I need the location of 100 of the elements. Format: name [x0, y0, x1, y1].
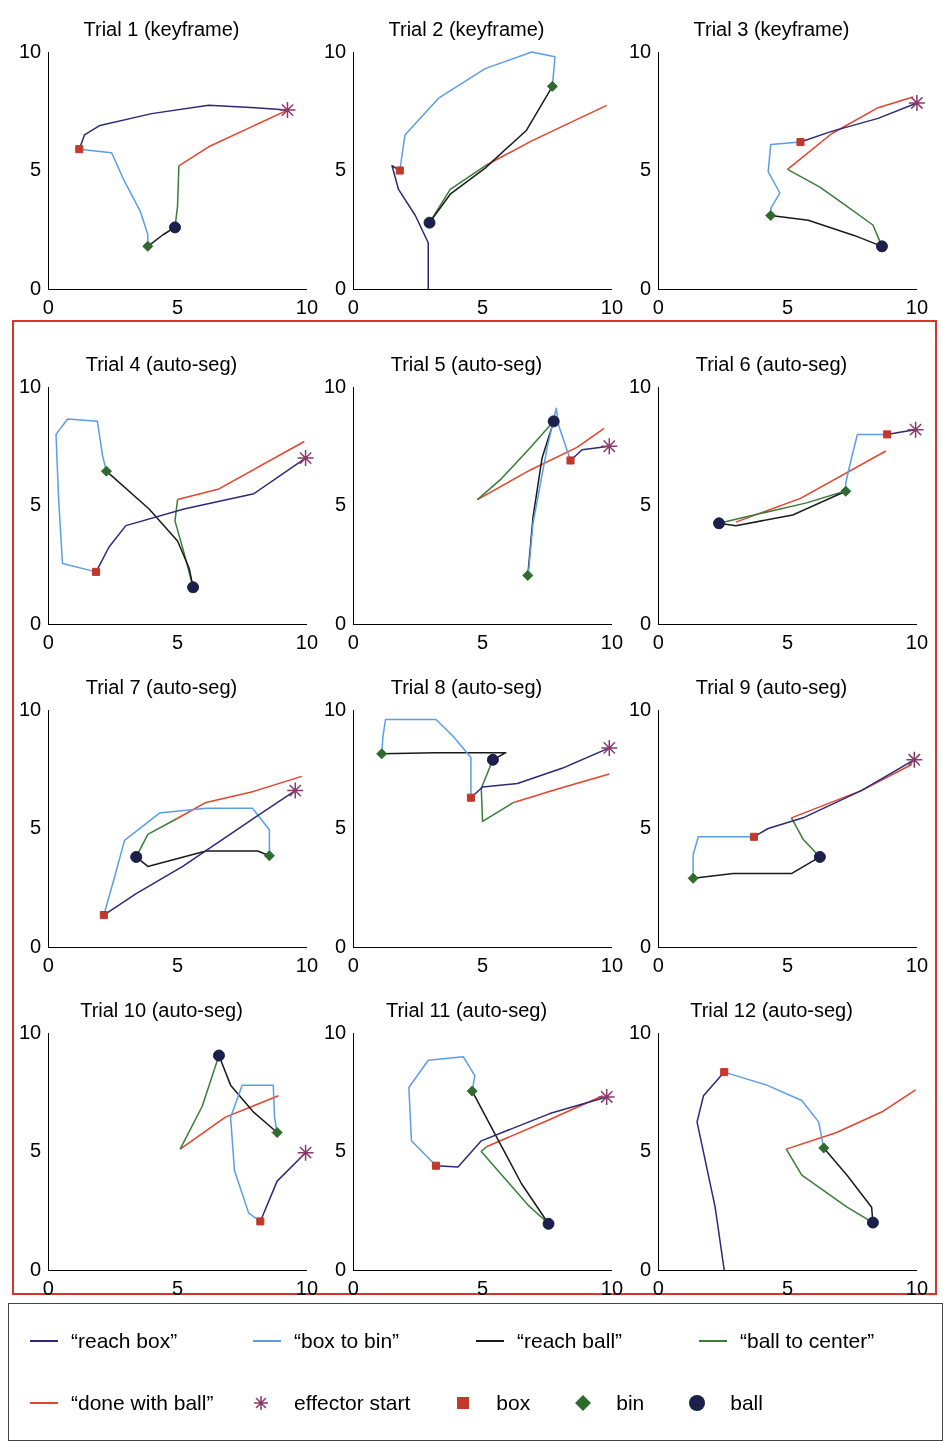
x-tick-label: 5 — [782, 953, 794, 976]
y-tick-label: 0 — [30, 1257, 42, 1280]
y-tick-label: 5 — [30, 816, 42, 839]
point — [296, 1143, 315, 1162]
point — [546, 80, 558, 92]
x-tick-label: 5 — [477, 630, 489, 653]
point — [99, 910, 108, 920]
point — [713, 517, 726, 530]
y-tick-label: 10 — [629, 697, 652, 720]
y-tick-label: 0 — [640, 611, 652, 634]
point — [142, 240, 154, 252]
point — [597, 1088, 616, 1106]
chart-title: Trial 2 (keyframe) — [388, 17, 545, 40]
point — [92, 567, 101, 576]
point — [908, 94, 926, 112]
chart-title: Trial 1 (keyframe) — [83, 17, 240, 40]
point — [522, 569, 534, 581]
legend-label: “reach ball” — [517, 1329, 623, 1353]
point — [486, 753, 499, 766]
point — [466, 1085, 478, 1097]
y-tick-label: 5 — [30, 493, 42, 516]
point — [749, 832, 758, 841]
chart-title: Trial 9 (auto-seg) — [695, 675, 848, 698]
y-tick-label: 10 — [629, 1020, 652, 1043]
x-tick-label: 10 — [295, 630, 318, 653]
point — [818, 1142, 830, 1154]
y-tick-label: 5 — [30, 158, 42, 181]
point — [187, 581, 200, 594]
chart-title: Trial 5 (auto-seg) — [390, 352, 543, 375]
y-tick-label: 0 — [335, 1257, 347, 1280]
point — [542, 1217, 555, 1230]
x-tick-label: 5 — [172, 295, 184, 318]
point — [875, 240, 888, 253]
x-tick-label: 5 — [477, 1276, 489, 1299]
point — [395, 166, 404, 175]
chart-title: Trial 11 (auto-seg) — [385, 998, 548, 1021]
chart-title: Trial 7 (auto-seg) — [85, 675, 238, 698]
x-tick-label: 5 — [172, 630, 184, 653]
x-tick-label: 10 — [600, 630, 623, 653]
y-tick-label: 5 — [640, 1139, 652, 1162]
x-tick-label: 10 — [905, 1276, 928, 1299]
legend-label: “done with ball” — [71, 1391, 214, 1415]
x-tick-label: 10 — [295, 295, 318, 318]
point — [130, 850, 143, 863]
x-tick-label: 10 — [295, 953, 318, 976]
chart-title: Trial 3 (keyframe) — [693, 17, 850, 40]
point — [100, 465, 112, 477]
x-tick-label: 5 — [782, 295, 794, 318]
y-tick-label: 5 — [640, 816, 652, 839]
point — [840, 485, 852, 497]
y-tick-label: 5 — [335, 1139, 347, 1162]
y-tick-label: 0 — [335, 611, 347, 634]
point — [905, 751, 924, 769]
y-tick-label: 0 — [640, 1257, 652, 1280]
point — [600, 739, 619, 757]
point — [423, 216, 436, 229]
x-tick-label: 5 — [477, 295, 489, 318]
point — [883, 430, 892, 439]
y-tick-label: 5 — [335, 158, 347, 181]
y-tick-label: 0 — [30, 611, 42, 634]
x-tick-label: 5 — [172, 953, 184, 976]
point — [796, 138, 805, 147]
y-tick-label: 0 — [335, 276, 347, 299]
y-tick-label: 10 — [324, 697, 347, 720]
x-tick-label: 10 — [905, 630, 928, 653]
point — [813, 850, 826, 863]
chart-title: Trial 4 (auto-seg) — [85, 352, 238, 375]
y-tick-label: 5 — [640, 158, 652, 181]
point — [906, 420, 925, 439]
y-tick-label: 5 — [335, 493, 347, 516]
point — [286, 781, 304, 800]
y-tick-label: 0 — [30, 934, 42, 957]
y-tick-label: 0 — [640, 276, 652, 299]
legend-label: box — [496, 1391, 531, 1415]
y-tick-label: 5 — [640, 493, 652, 516]
point — [256, 1217, 265, 1226]
y-tick-label: 0 — [335, 934, 347, 957]
point — [75, 145, 84, 154]
point — [376, 748, 388, 760]
x-tick-label: 10 — [600, 953, 623, 976]
x-tick-label: 10 — [600, 1276, 623, 1299]
point — [466, 793, 475, 802]
legend-label: bin — [616, 1391, 645, 1415]
y-tick-label: 10 — [19, 697, 42, 720]
y-tick-label: 10 — [19, 1020, 42, 1043]
y-tick-label: 10 — [324, 1020, 347, 1043]
x-tick-label: 10 — [295, 1276, 318, 1299]
x-tick-label: 10 — [905, 953, 928, 976]
x-tick-label: 5 — [172, 1276, 184, 1299]
point — [765, 210, 777, 222]
y-tick-label: 10 — [19, 39, 42, 62]
y-tick-label: 5 — [335, 816, 347, 839]
x-tick-label: 10 — [600, 295, 623, 318]
point — [212, 1049, 225, 1062]
y-tick-label: 10 — [324, 374, 347, 397]
point — [866, 1216, 879, 1229]
legend-label: “reach box” — [71, 1329, 178, 1353]
point — [720, 1068, 729, 1077]
legend-label: “ball to center” — [740, 1329, 875, 1353]
point — [278, 101, 297, 119]
